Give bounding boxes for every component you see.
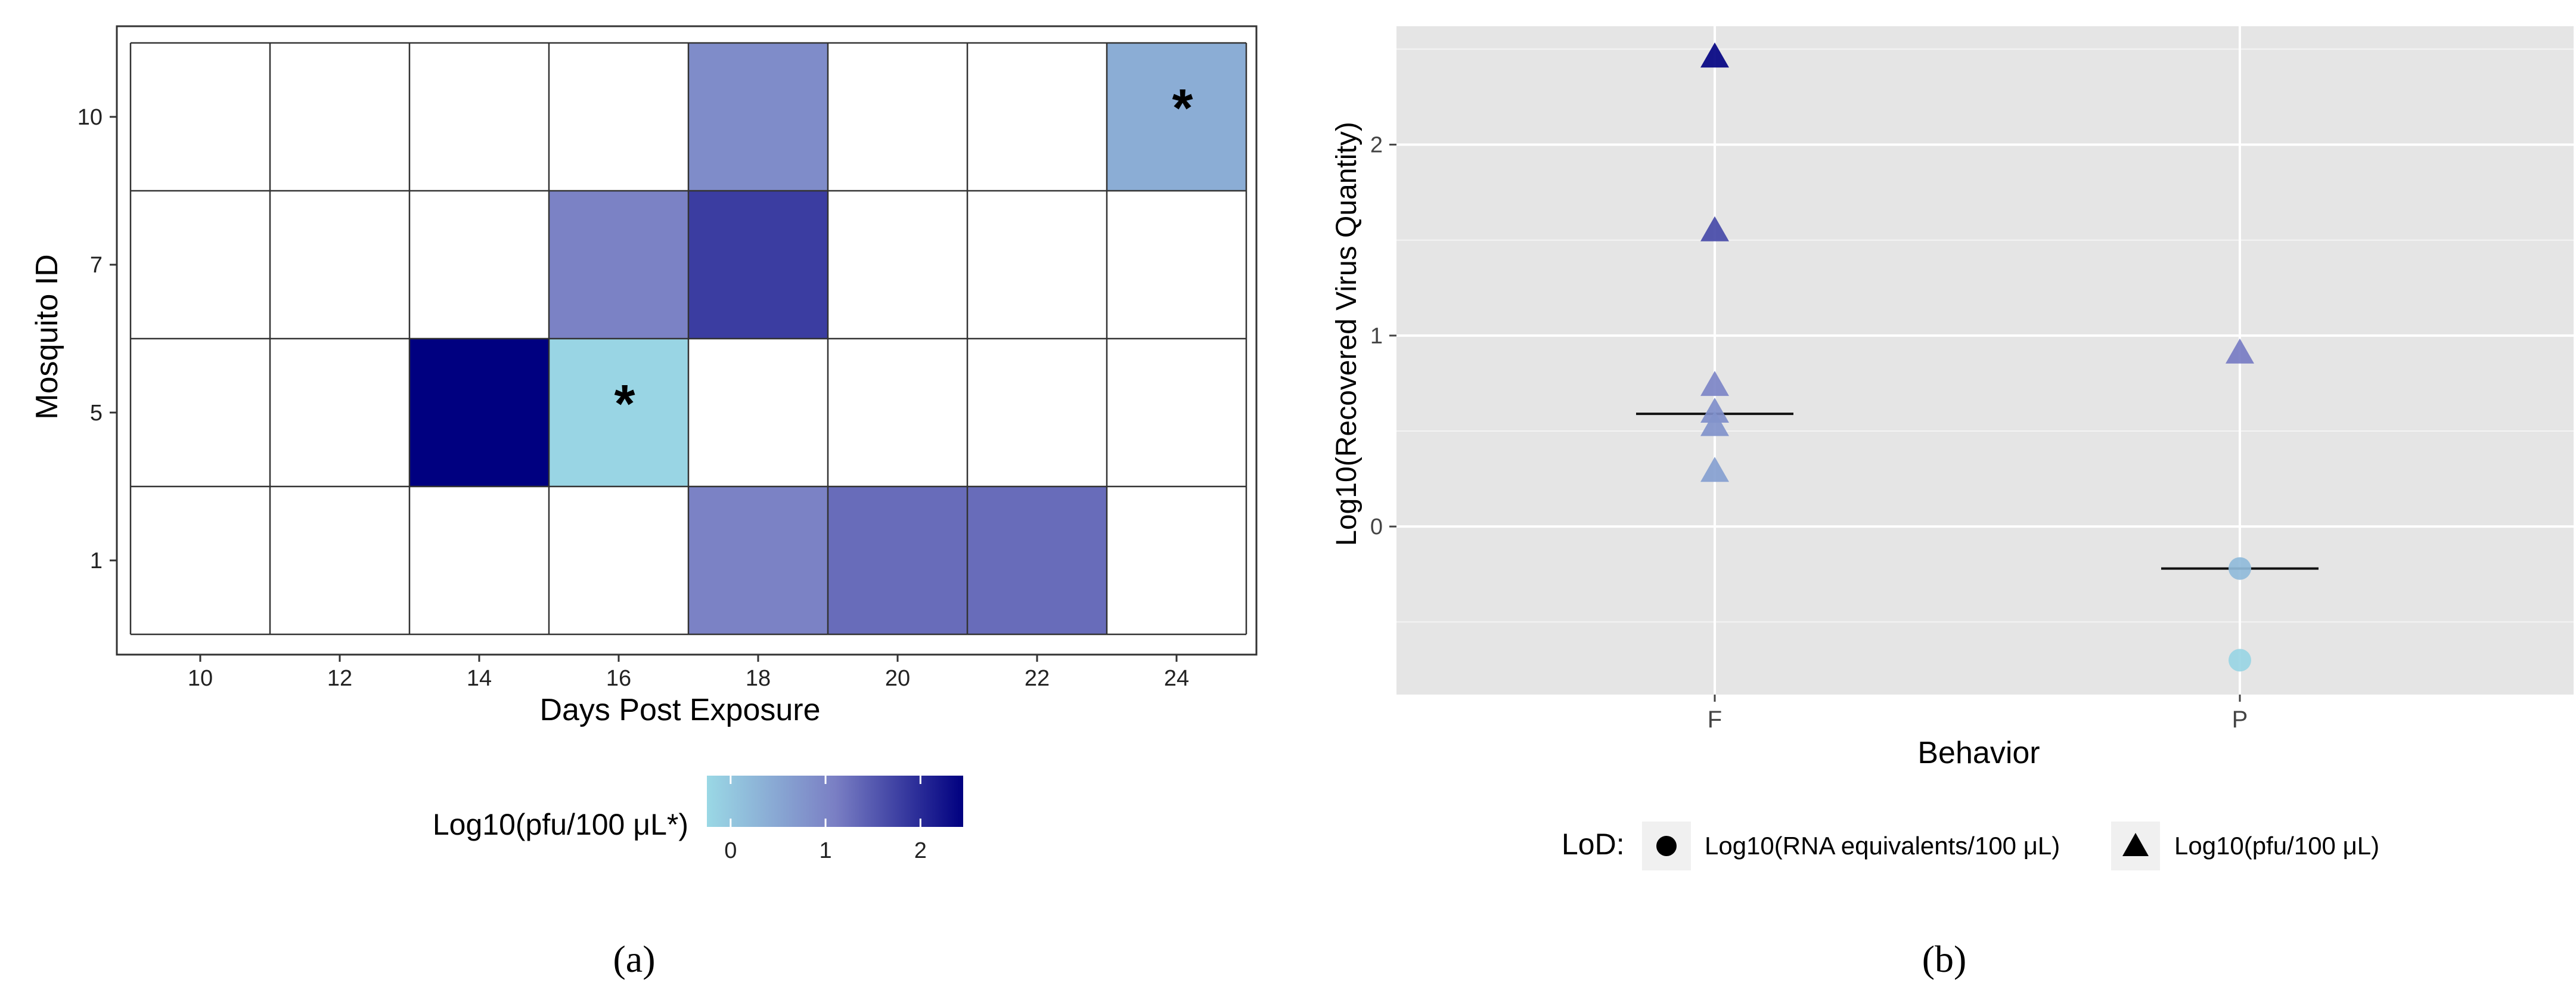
point-triangle <box>1700 371 1729 396</box>
plot-panel-background <box>1396 26 2574 695</box>
heatmap-cell <box>549 191 688 339</box>
significance-stars: ** <box>614 79 1193 434</box>
x-axis-title: Days Post Exposure <box>539 693 820 727</box>
colorbar-legend: Log10(pfu/100 μL*) 0 1 2 <box>433 776 963 863</box>
x-tick-label: 12 <box>327 666 352 691</box>
x-tick-label: 24 <box>1164 666 1189 691</box>
point-triangle <box>1700 397 1729 423</box>
heatmap-cell <box>967 486 1107 634</box>
x-tick-label: 20 <box>885 666 910 691</box>
heatmap-cell <box>688 191 828 339</box>
heatmap-grid <box>129 42 1247 636</box>
y-tick-label: 2 <box>1370 133 1383 158</box>
colorbar-tick-label: 2 <box>914 838 927 863</box>
y-tick-label: 1 <box>1370 324 1383 349</box>
heatmap-cell <box>828 486 967 634</box>
point-circle <box>2229 649 2251 672</box>
heatmap-cell <box>688 486 828 634</box>
x-tick-label: 18 <box>746 666 771 691</box>
caption-b: (b) <box>1922 938 1967 980</box>
shape-legend: LoD: Log10(RNA equivalents/100 μL) Log10… <box>1562 822 2379 870</box>
y-tick-label: 7 <box>90 253 103 278</box>
heatmap-cell <box>549 339 688 486</box>
data-points <box>1700 42 2254 672</box>
point-triangle <box>1700 42 1729 68</box>
colorbar-title: Log10(pfu/100 μL*) <box>433 808 688 841</box>
caption-a: (a) <box>613 938 655 980</box>
point-triangle <box>1700 457 1729 482</box>
y-axis-title: Log10(Recovered Virus Quantity) <box>1331 122 1363 546</box>
heatmap-cell <box>688 43 828 191</box>
heatmap-cells <box>409 43 1246 634</box>
point-circle <box>2229 557 2251 580</box>
y-axis-ticks: 1 5 7 10 <box>77 105 117 574</box>
x-tick-label: 16 <box>606 666 631 691</box>
y-axis-title: Mosquito ID <box>30 254 64 419</box>
x-tick-label: F <box>1708 706 1722 733</box>
legend-triangle-marker <box>2122 833 2149 856</box>
colorbar-ticks: 0 1 2 <box>724 776 927 863</box>
x-tick-label: 14 <box>467 666 492 691</box>
legend-label-rna: Log10(RNA equivalents/100 μL) <box>1705 832 2060 860</box>
x-axis-title: Behavior <box>1917 736 2040 770</box>
y-tick-label: 1 <box>90 548 103 574</box>
legend-title: LoD: <box>1562 828 1625 861</box>
colorbar-tick-label: 1 <box>820 838 832 863</box>
x-tick-label: P <box>2232 706 2248 733</box>
y-tick-label: 10 <box>77 105 103 130</box>
point-triangle <box>1700 411 1729 436</box>
significance-star: * <box>614 374 635 434</box>
legend-circle-marker <box>1656 836 1677 856</box>
y-tick-label: 5 <box>90 401 103 426</box>
colorbar-tick-label: 0 <box>724 838 737 863</box>
point-triangle <box>1700 216 1729 241</box>
heatmap-cell <box>1107 43 1246 191</box>
y-tick-label: 0 <box>1370 515 1383 540</box>
heatmap-cell <box>409 339 549 486</box>
point-triangle <box>2226 338 2254 364</box>
x-tick-label: 10 <box>188 666 213 691</box>
colorbar <box>707 776 963 827</box>
legend-label-pfu: Log10(pfu/100 μL) <box>2174 832 2379 860</box>
y-axis-ticks: 0 1 2 <box>1370 133 1396 540</box>
significance-star: * <box>1172 79 1193 138</box>
x-tick-label: 22 <box>1025 666 1050 691</box>
x-axis-ticks: 10 12 14 16 18 20 22 24 <box>188 655 1189 691</box>
